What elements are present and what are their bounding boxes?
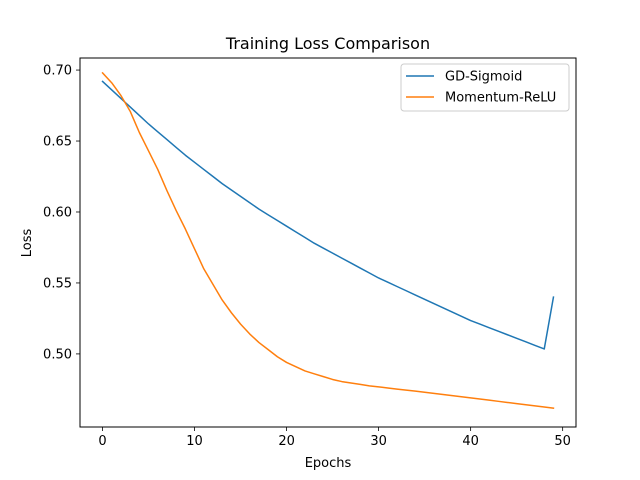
legend-box: [400, 63, 570, 112]
legend-label-gd-sigmoid: GD-Sigmoid: [445, 70, 522, 85]
x-tick-label: 50: [554, 434, 571, 449]
y-tick-label: 0.60: [43, 205, 72, 220]
x-tick-label: 20: [278, 434, 295, 449]
x-tick-label: 10: [186, 434, 203, 449]
x-tick-label: 0: [98, 434, 106, 449]
y-tick-label: 0.50: [43, 347, 72, 362]
plot-frame: [79, 57, 577, 428]
y-tick-label: 0.70: [43, 64, 72, 79]
legend: GD-Sigmoid Momentum-ReLU: [400, 63, 570, 112]
x-axis-label: Epochs: [305, 456, 352, 471]
chart-title: Training Loss Comparison: [225, 34, 430, 53]
y-tick-label: 0.55: [43, 276, 72, 291]
x-tick-label: 30: [370, 434, 387, 449]
legend-label-momentum-relu: Momentum-ReLU: [445, 91, 556, 106]
x-tick-label: 40: [462, 434, 479, 449]
y-axis: 0.50 0.55 0.60 0.65 0.70: [43, 64, 80, 362]
series-line-gd-sigmoid: [101, 80, 555, 350]
x-axis: 0 10 20 30 40 50: [98, 427, 571, 449]
y-axis-label: Loss: [20, 229, 35, 258]
plot-area: [101, 71, 555, 409]
series-line-momentum-relu: [101, 71, 555, 409]
y-tick-label: 0.65: [43, 135, 72, 150]
